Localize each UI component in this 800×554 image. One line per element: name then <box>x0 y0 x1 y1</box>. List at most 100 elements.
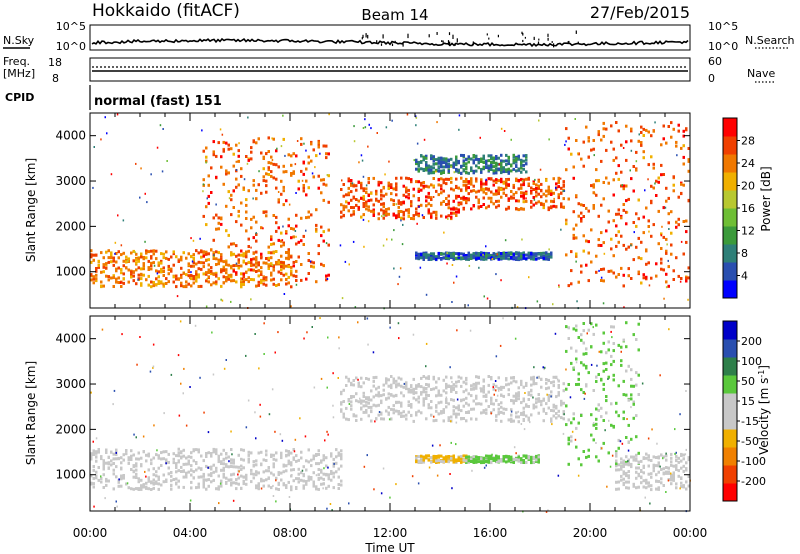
heatmap-cell <box>440 252 443 256</box>
heatmap-cell <box>635 486 638 490</box>
heatmap-cell <box>432 177 435 180</box>
heatmap-cell <box>652 455 655 459</box>
heatmap-cell <box>320 482 323 486</box>
heatmap-cell <box>215 257 218 261</box>
heatmap-cell <box>532 255 535 259</box>
heatmap-cell <box>90 253 93 257</box>
heatmap-speck <box>416 222 418 225</box>
heatmap-cell <box>557 181 560 184</box>
heatmap-cell <box>452 188 455 192</box>
heatmap-cell <box>385 212 388 216</box>
heatmap-cell <box>205 205 208 209</box>
heatmap-cell <box>575 324 578 328</box>
noise-search-mark <box>428 34 430 38</box>
heatmap-cell <box>570 282 573 286</box>
colorbar-tick-label: -15 <box>741 415 759 428</box>
heatmap-cell <box>425 255 428 259</box>
heatmap-cell <box>285 454 288 458</box>
heatmap-speck <box>524 392 526 394</box>
heatmap-cell <box>500 177 503 181</box>
heatmap-cell <box>237 209 240 213</box>
heatmap-cell <box>257 451 260 455</box>
heatmap-speck <box>606 485 608 488</box>
heatmap-cell <box>325 472 328 476</box>
heatmap-cell <box>202 459 205 463</box>
heatmap-speck <box>611 336 613 339</box>
heatmap-cell <box>300 239 303 243</box>
heatmap-cell <box>277 200 280 204</box>
heatmap-cell <box>492 252 495 256</box>
heatmap-speck <box>351 182 354 185</box>
heatmap-cell <box>340 188 343 191</box>
heatmap-cell <box>605 176 608 180</box>
heatmap-cell <box>522 196 525 200</box>
heatmap-cell <box>312 471 315 475</box>
heatmap-cell <box>205 250 208 254</box>
heatmap-cell <box>572 176 575 180</box>
heatmap-cell <box>242 275 245 279</box>
heatmap-cell <box>242 272 245 276</box>
heatmap-cell <box>352 184 355 188</box>
colorbar-tick-label: -50 <box>741 435 759 448</box>
heatmap-cell <box>587 136 590 140</box>
heatmap-cell <box>525 404 528 408</box>
heatmap-cell <box>210 474 213 478</box>
heatmap-cell <box>592 147 595 151</box>
heatmap-cell <box>570 250 573 254</box>
velocity-ylabel: Slant Range [km] <box>24 361 38 465</box>
heatmap-cell <box>507 456 510 460</box>
heatmap-cell <box>175 462 178 466</box>
heatmap-cell <box>612 193 615 197</box>
heatmap-cell <box>387 212 390 216</box>
heatmap-cell <box>622 470 625 474</box>
heatmap-cell <box>527 416 530 420</box>
heatmap-cell <box>435 457 438 461</box>
heatmap-speck <box>659 465 661 468</box>
heatmap-cell <box>472 461 475 464</box>
heatmap-speck <box>453 171 455 174</box>
heatmap-speck <box>152 366 154 369</box>
heatmap-cell <box>620 457 623 461</box>
heatmap-cell <box>342 204 345 208</box>
heatmap-cell <box>547 406 550 410</box>
heatmap-cell <box>682 464 685 468</box>
heatmap-cell <box>237 154 240 158</box>
heatmap-cell <box>555 182 558 186</box>
heatmap-cell <box>445 182 448 186</box>
heatmap-cell <box>117 266 120 270</box>
heatmap-speck <box>496 253 498 256</box>
heatmap-cell <box>435 418 438 422</box>
heatmap-speck <box>360 154 363 157</box>
heatmap-speck <box>304 435 307 438</box>
heatmap-cell <box>150 481 153 485</box>
heatmap-cell <box>552 403 555 407</box>
heatmap-cell <box>417 461 420 464</box>
heatmap-speck <box>250 298 252 301</box>
heatmap-cell <box>452 162 455 166</box>
heatmap-cell <box>402 184 405 188</box>
heatmap-cell <box>572 236 575 240</box>
heatmap-cell <box>612 178 615 182</box>
heatmap-cell <box>527 251 530 255</box>
heatmap-cell <box>457 255 460 259</box>
heatmap-cell <box>435 169 438 172</box>
heatmap-cell <box>267 469 270 473</box>
heatmap-cell <box>257 484 260 488</box>
heatmap-cell <box>642 156 645 160</box>
heatmap-cell <box>507 418 510 422</box>
heatmap-cell <box>625 471 628 475</box>
heatmap-cell <box>322 198 325 202</box>
heatmap-cell <box>440 214 443 218</box>
heatmap-cell <box>195 462 198 465</box>
heatmap-cell <box>150 264 153 268</box>
heatmap-cell <box>287 153 290 157</box>
heatmap-cell <box>95 459 98 463</box>
heatmap-speck <box>626 418 628 420</box>
heatmap-cell <box>267 476 270 480</box>
heatmap-cell <box>510 163 513 167</box>
heatmap-cell <box>132 259 135 263</box>
heatmap-cell <box>137 488 140 491</box>
heatmap-cell <box>135 261 138 265</box>
heatmap-cell <box>525 257 528 261</box>
heatmap-cell <box>350 179 353 182</box>
